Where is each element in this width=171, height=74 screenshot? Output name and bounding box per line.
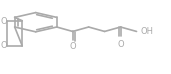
Text: O: O [117,40,124,49]
Text: O: O [0,41,7,50]
Text: OH: OH [140,27,153,36]
Text: O: O [0,17,7,26]
Text: O: O [69,42,76,51]
